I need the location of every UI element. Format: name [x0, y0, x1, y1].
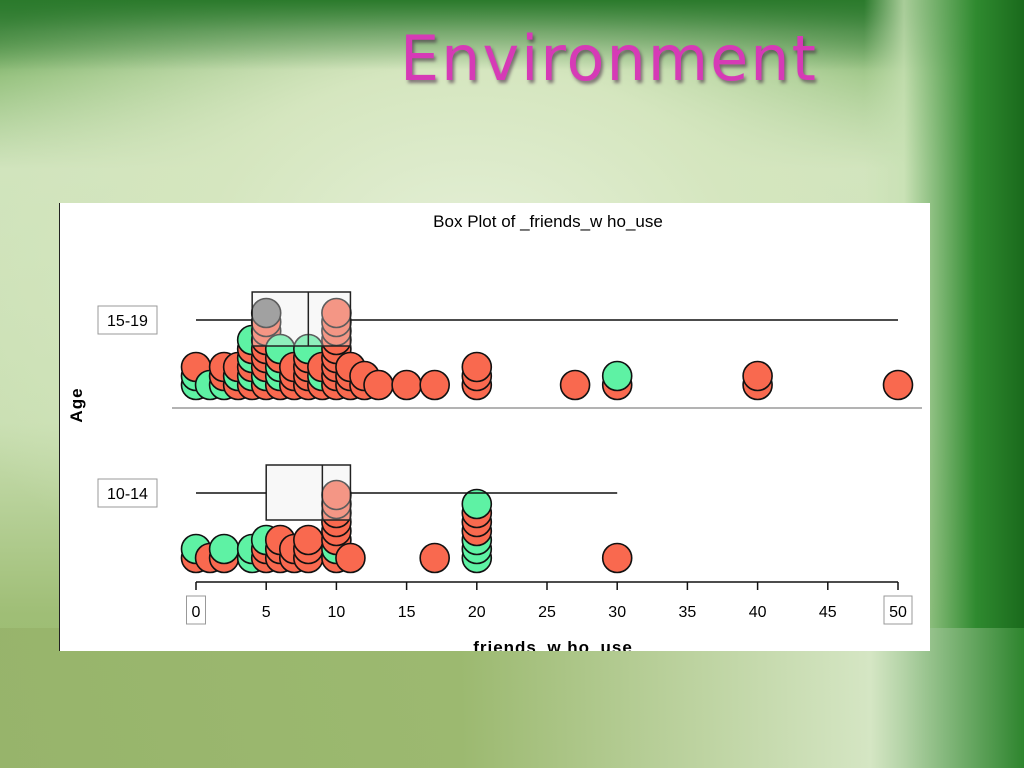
x-tick-label: 0	[192, 604, 201, 621]
data-point	[293, 524, 324, 556]
group-label-text: 15-19	[107, 313, 148, 330]
x-axis: 0 5 10 15 20 25 30 35 40 45 50	[186, 581, 913, 625]
data-point	[601, 360, 633, 392]
data-point	[461, 488, 493, 520]
x-tick-frame	[186, 595, 206, 625]
chart-title: Box Plot of _friends_w ho_use	[433, 212, 663, 231]
data-point	[419, 369, 450, 401]
data-point	[208, 533, 240, 565]
data-point	[742, 360, 773, 392]
data-point	[335, 542, 366, 574]
group-15-19: 15-19	[97, 291, 922, 409]
data-point	[363, 369, 394, 401]
data-point	[419, 542, 450, 574]
data-point	[882, 369, 914, 401]
x-tick-label: 25	[538, 604, 556, 621]
x-tick-frame	[883, 595, 913, 625]
data-point	[559, 369, 591, 401]
x-axis-label: friends_w ho_use	[473, 638, 633, 651]
group-10-14: 10-14	[97, 464, 633, 574]
x-tick-label: 10	[328, 604, 346, 621]
box-iqr	[265, 464, 352, 521]
group-label-text: 10-14	[107, 486, 148, 503]
data-point	[391, 369, 422, 401]
group-label: 15-19	[97, 305, 158, 335]
x-tick-label: 50	[889, 604, 907, 621]
data-point	[461, 351, 493, 383]
data-point	[601, 542, 633, 574]
x-tick-label: 30	[608, 604, 626, 621]
slide-title: Environment	[400, 22, 818, 95]
x-tick-label: 35	[679, 604, 697, 621]
group-label: 10-14	[97, 478, 158, 508]
groups-layer: 15-19 10-14	[97, 291, 922, 574]
box-iqr	[251, 291, 352, 347]
x-tick-label: 15	[398, 604, 416, 621]
x-tick-label: 40	[749, 604, 767, 621]
box-plot-chart: Box Plot of _friends_w ho_use Age friend…	[67, 212, 922, 651]
decorative-bottom-band	[0, 628, 1024, 768]
header-band	[0, 0, 1024, 70]
x-tick-label: 20	[468, 604, 486, 621]
chart-panel: Box Plot of _friends_w ho_use Age friend…	[59, 203, 930, 651]
x-tick-label: 45	[819, 604, 837, 621]
x-tick-label: 5	[262, 604, 271, 621]
y-axis-label: Age	[67, 387, 86, 422]
